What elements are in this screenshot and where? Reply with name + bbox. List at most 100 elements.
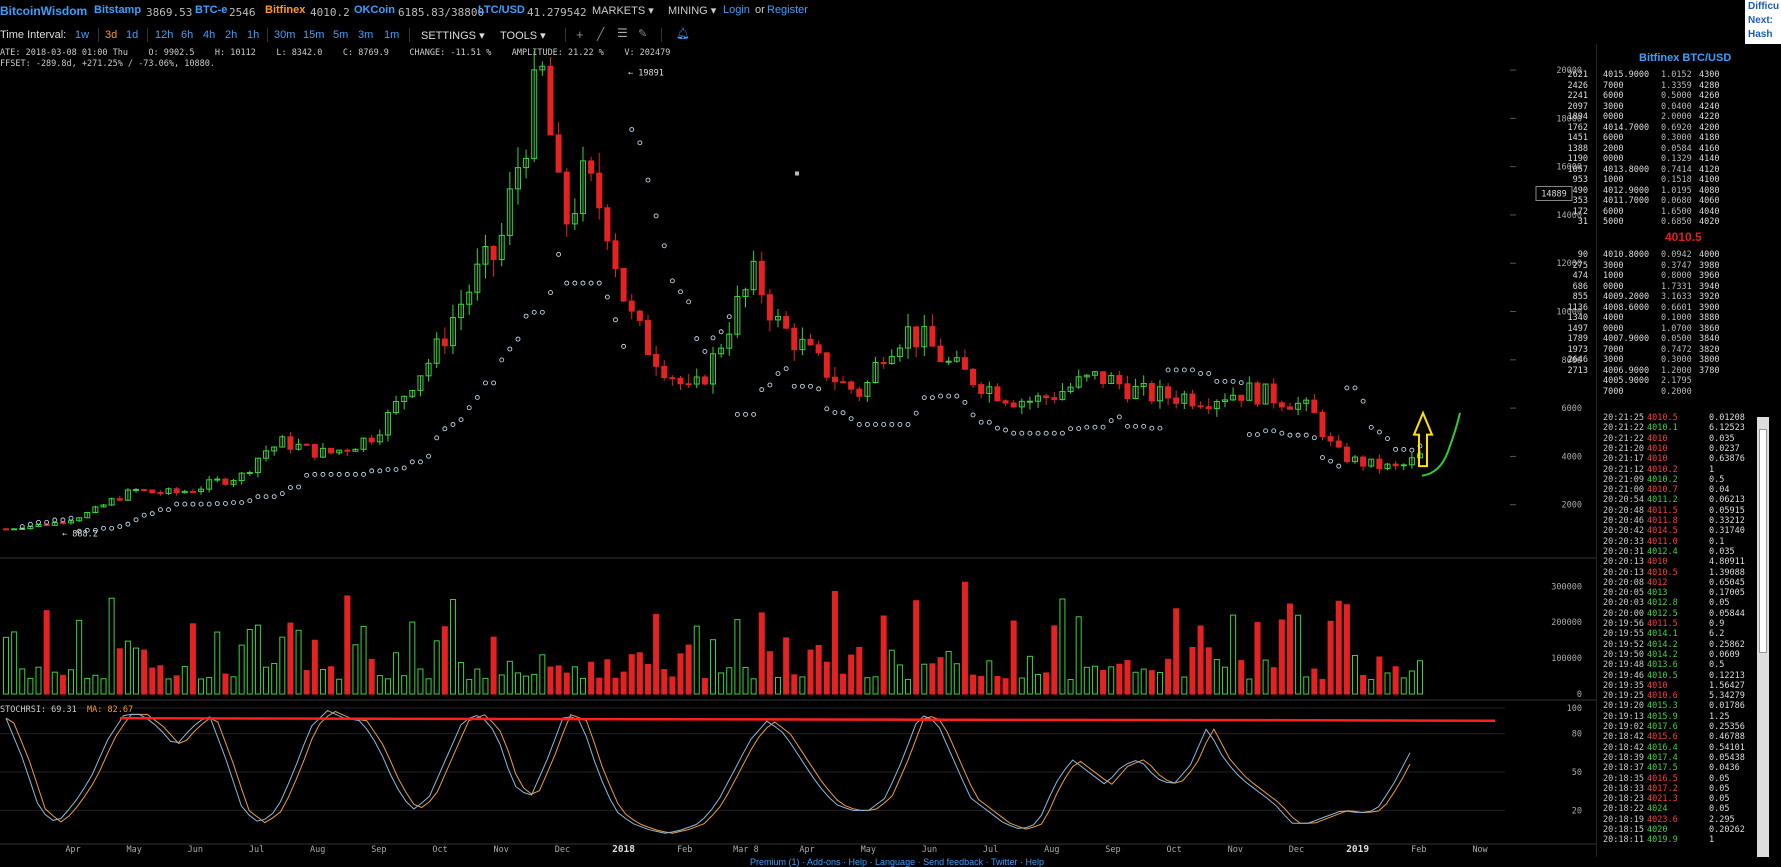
- interval-2h[interactable]: 2h: [225, 29, 238, 41]
- interval-12h[interactable]: 12h: [155, 29, 174, 41]
- mining-menu[interactable]: MINING ▾: [668, 4, 716, 17]
- candle-body: [937, 345, 944, 363]
- candle-body: [766, 294, 773, 321]
- exchange-btce[interactable]: BTC-e: [195, 4, 228, 16]
- trade-price: 4015.6: [1647, 732, 1678, 743]
- volume-bar: [11, 631, 18, 695]
- sar-dot: [1149, 425, 1155, 431]
- candle-body: [1051, 397, 1058, 401]
- volume-bar: [1319, 678, 1326, 695]
- trade-time: 20:19:55: [1603, 629, 1644, 640]
- trade-amount: 0.05: [1709, 598, 1730, 609]
- trade-time: 20:21:20: [1603, 443, 1644, 454]
- candle-body: [653, 354, 660, 367]
- volume-bar: [1376, 656, 1383, 695]
- interval-1w[interactable]: 1w: [75, 29, 90, 41]
- settings-menu[interactable]: SETTINGS ▾: [421, 29, 485, 42]
- brush-tool-icon[interactable]: ✎: [638, 28, 648, 40]
- interval-3d[interactable]: 3d: [105, 29, 118, 41]
- interval-30m[interactable]: 30m: [274, 29, 296, 41]
- volume-bar: [856, 646, 863, 695]
- exchange-ltcusd[interactable]: LTC/USD: [478, 4, 525, 16]
- exchange-bitstamp[interactable]: Bitstamp: [94, 4, 142, 16]
- candle-body: [1010, 402, 1017, 408]
- candle-body: [693, 376, 700, 385]
- sar-dot: [44, 519, 50, 525]
- candle-body: [775, 315, 782, 321]
- candle-body: [1262, 383, 1269, 405]
- difficulty-label: Difficu: [1748, 1, 1780, 12]
- brand-logo[interactable]: BitcoinWisdom: [0, 4, 88, 18]
- volume-bar: [238, 644, 245, 695]
- ask-row-cell: 6000: [1603, 133, 1624, 143]
- interval-1m[interactable]: 1m: [384, 29, 400, 41]
- ask-row-cell: 0.5000: [1661, 91, 1692, 101]
- bid-row-cell: 0.8000: [1661, 271, 1692, 281]
- interval-5m[interactable]: 5m: [333, 29, 349, 41]
- footer-links[interactable]: Premium (1) · Add-ons · Help · Language …: [750, 857, 1044, 867]
- ask-row-cell: 4013.8000: [1603, 164, 1650, 175]
- candle-body: [539, 65, 546, 71]
- volume-tick-label: 100000: [1551, 654, 1582, 664]
- volume-bar: [929, 663, 936, 695]
- volume-bar: [35, 666, 42, 695]
- login-link[interactable]: Login: [723, 4, 750, 16]
- candle-body: [1368, 458, 1375, 467]
- trade-amount: 0.17005: [1709, 588, 1745, 599]
- ask-row-cell: 4300: [1699, 70, 1720, 80]
- sar-dot: [564, 280, 570, 286]
- x-tick-label: Nov: [494, 845, 509, 855]
- candle-body: [1205, 406, 1212, 410]
- interval-6h[interactable]: 6h: [181, 29, 194, 41]
- x-tick-label: 2019: [1346, 844, 1369, 855]
- x-tick-label: Feb: [1411, 845, 1426, 855]
- bid-row-cell: 3840: [1699, 334, 1720, 344]
- sar-dot: [808, 383, 813, 389]
- sar-dot: [344, 471, 350, 477]
- ask-row-cell: 4014.7000: [1603, 122, 1650, 133]
- ask-row-cell: 2621: [1567, 70, 1588, 80]
- candle-body: [1343, 446, 1350, 463]
- interval-1d[interactable]: 1d: [126, 29, 139, 41]
- trade-time: 20:20:08: [1603, 577, 1644, 588]
- trade-amount: 0.9: [1709, 619, 1725, 629]
- trade-price: 4012.5: [1647, 608, 1678, 619]
- exchange-bitfinex[interactable]: Bitfinex: [265, 4, 306, 16]
- candle-body: [490, 245, 497, 260]
- candle-body: [336, 449, 343, 454]
- exchange-okcoin[interactable]: OKCoin: [354, 4, 395, 16]
- interval-3m[interactable]: 3m: [358, 29, 374, 41]
- candle-body: [685, 383, 692, 386]
- volume-bar: [1026, 655, 1033, 695]
- candle-body: [352, 448, 359, 452]
- interval-1h[interactable]: 1h: [247, 29, 260, 41]
- top-nav-bar: BitcoinWisdom Bitstamp 3869.53 BTC-e 254…: [0, 0, 1781, 22]
- volume-bar: [921, 663, 928, 695]
- tools-menu[interactable]: TOOLS ▾: [500, 29, 546, 42]
- sar-dot: [60, 517, 66, 523]
- trade-time: 20:18:42: [1603, 742, 1644, 753]
- volume-bar: [319, 668, 326, 695]
- trade-time: 20:19:02: [1603, 722, 1644, 732]
- register-link[interactable]: Register: [767, 4, 808, 16]
- sar-dot: [36, 519, 41, 525]
- interval-15m[interactable]: 15m: [303, 29, 325, 41]
- fib-tool-icon[interactable]: ☰: [617, 26, 628, 40]
- price-chart[interactable]: 2000 4000 6000 8000 10000 12000 14000 16000 1800…: [0, 44, 1596, 857]
- interval-4h[interactable]: 4h: [203, 29, 216, 41]
- crosshair-icon[interactable]: +: [576, 27, 584, 42]
- sar-dot: [231, 500, 236, 506]
- sar-dot: [1076, 426, 1082, 431]
- line-tool-icon[interactable]: ╱: [597, 27, 605, 41]
- candle-body: [1059, 391, 1066, 401]
- bid-row-cell: 1136: [1567, 302, 1588, 313]
- volume-bar: [1059, 598, 1066, 695]
- x-tick-label: Dec: [1289, 845, 1304, 855]
- candle-body: [612, 240, 619, 270]
- alert-bell-icon[interactable]: 🔔︎: [676, 28, 690, 40]
- volume-bar: [173, 675, 180, 695]
- volume-bar: [791, 674, 798, 695]
- markets-menu[interactable]: MARKETS ▾: [592, 4, 654, 17]
- trades-scrollbar-thumb[interactable]: [1759, 429, 1767, 653]
- trade-amount: 1: [1709, 464, 1715, 475]
